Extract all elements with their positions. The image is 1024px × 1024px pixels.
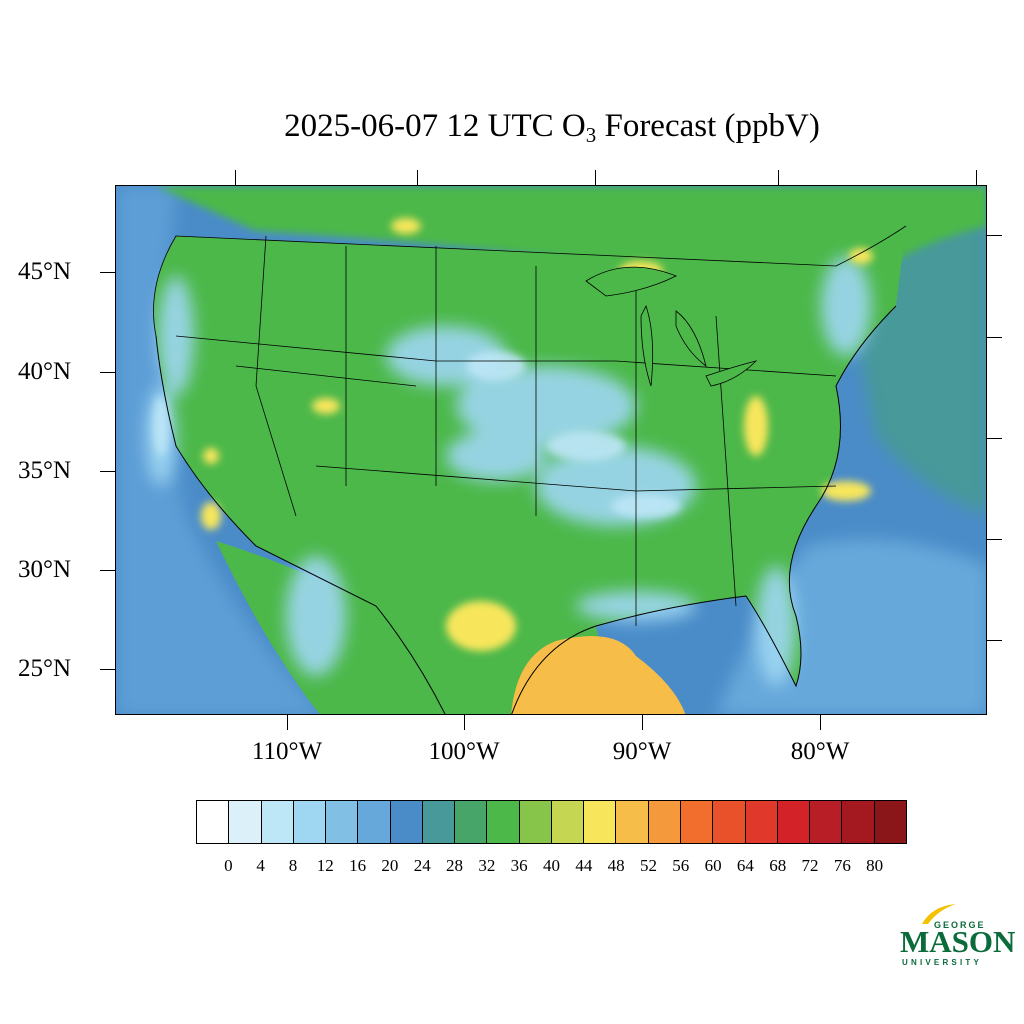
atlantic-gulf-coastline xyxy=(511,305,897,714)
colorbar-tick-label: 76 xyxy=(833,856,851,875)
colorbar-tick-label: 48 xyxy=(607,856,625,875)
very-low-ozone-patches xyxy=(153,351,681,518)
lon-label-100w: 100°W xyxy=(428,738,500,765)
colorbar-tick-label: 80 xyxy=(866,856,884,875)
title-subscript: 3 xyxy=(585,123,597,147)
logo-mason-text: MASON xyxy=(900,924,1016,959)
colorbar-tick-label: 12 xyxy=(316,856,334,875)
right-tick-2 xyxy=(987,337,1002,338)
colorbar-swatch xyxy=(648,801,681,843)
chart-title: 2025-06-07 12 UTC O3 Forecast (ppbV) xyxy=(0,108,1024,148)
top-tick-5 xyxy=(976,170,977,185)
lat-label-35: 35°N xyxy=(18,457,72,484)
lat-label-25: 25°N xyxy=(18,655,72,682)
colorbar-tick-label: 16 xyxy=(349,856,367,875)
colorbar-swatch xyxy=(777,801,811,843)
bottom-tick-90 xyxy=(642,715,643,730)
colorbar-tick-label: 0 xyxy=(224,856,233,875)
colorbar-tick-label: 40 xyxy=(543,856,560,875)
colorbar-swatch xyxy=(616,801,649,843)
colorbar-tick-label: 8 xyxy=(288,856,298,875)
left-tick-30 xyxy=(100,570,115,571)
colorbar-swatch xyxy=(680,801,714,843)
map-svg xyxy=(116,186,986,714)
top-tick-2 xyxy=(417,170,418,185)
right-tick-4 xyxy=(987,539,1002,540)
colorbar-swatch xyxy=(261,801,294,843)
lat-label-30: 30°N xyxy=(18,556,72,583)
colorbar-swatch xyxy=(455,801,488,843)
left-tick-25 xyxy=(100,669,115,670)
colorbar-swatch xyxy=(422,801,456,843)
colorbar-tick-label: 20 xyxy=(381,856,399,875)
colorbar-swatch xyxy=(842,801,875,843)
colorbar-tick-label: 4 xyxy=(256,856,265,875)
colorbar xyxy=(196,800,907,844)
left-tick-40 xyxy=(100,372,115,373)
title-prefix: 2025-06-07 12 UTC O xyxy=(284,108,586,144)
logo-swoosh-icon xyxy=(922,904,956,924)
lat-label-45: 45°N xyxy=(18,258,72,285)
colorbar-tick-label: 32 xyxy=(478,856,496,875)
colorbar-tick-label: 24 xyxy=(413,856,431,875)
lon-label-110w: 110°W xyxy=(251,738,323,765)
colorbar-swatch xyxy=(519,801,552,843)
top-tick-3 xyxy=(595,170,596,185)
lat-label-40: 40°N xyxy=(18,358,72,385)
colorbar-tick-label: 36 xyxy=(510,856,528,875)
colorbar-swatch xyxy=(551,801,585,843)
colorbar-tick-label: 64 xyxy=(736,856,754,875)
state-borders xyxy=(153,225,907,626)
bottom-tick-100 xyxy=(464,715,465,730)
colorbar-tick-label: 28 xyxy=(446,856,464,875)
left-tick-35 xyxy=(100,471,115,472)
colorbar-tick-label: 56 xyxy=(672,856,690,875)
colorbar-swatch xyxy=(584,801,617,843)
forecast-map xyxy=(115,185,987,715)
right-tick-5 xyxy=(987,640,1002,641)
colorbar-tick-label: 60 xyxy=(704,856,722,875)
right-tick-3 xyxy=(987,438,1002,439)
colorbar-swatch xyxy=(358,801,391,843)
colorbar-swatch xyxy=(197,801,230,843)
pacific-coastline xyxy=(155,335,446,714)
colorbar-swatch xyxy=(487,801,520,843)
top-tick-1 xyxy=(235,170,236,185)
colorbar-swatch xyxy=(390,801,423,843)
lon-label-80w: 80°W xyxy=(790,738,850,765)
colorbar-swatch xyxy=(326,801,359,843)
bottom-tick-80 xyxy=(820,715,821,730)
lon-label-90w: 90°W xyxy=(612,738,672,765)
george-mason-logo: GEORGE MASON UNIVERSITY xyxy=(900,902,1015,968)
colorbar-swatch xyxy=(293,801,327,843)
colorbar-tick-label: 72 xyxy=(801,856,819,875)
colorbar-tick-label: 44 xyxy=(575,856,593,875)
title-suffix: Forecast (ppbV) xyxy=(596,108,820,144)
bottom-tick-110 xyxy=(287,715,288,730)
colorbar-swatch xyxy=(810,801,843,843)
great-lakes xyxy=(585,266,758,387)
logo-george-text: GEORGE xyxy=(934,920,986,930)
colorbar-swatch xyxy=(229,801,262,843)
logo-university-text: UNIVERSITY xyxy=(902,958,983,967)
colorbar-tick-label: 52 xyxy=(639,856,657,875)
right-tick-1 xyxy=(987,235,1002,236)
colorbar-swatch xyxy=(874,801,906,843)
colorbar-swatch xyxy=(745,801,778,843)
gulf-ozone-plume xyxy=(511,636,686,714)
left-tick-45 xyxy=(100,272,115,273)
top-tick-4 xyxy=(778,170,779,185)
colorbar-tick-label: 68 xyxy=(769,856,787,875)
colorbar-swatch xyxy=(713,801,746,843)
